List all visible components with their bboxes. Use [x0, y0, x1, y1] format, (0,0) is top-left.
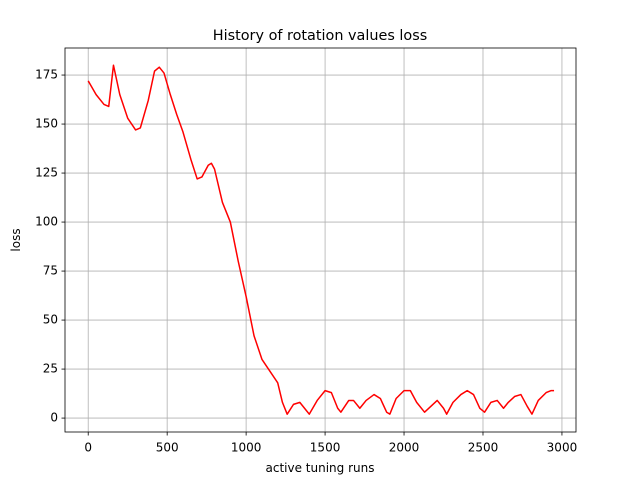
x-tick-label: 500 [156, 441, 179, 455]
y-tick-label: 50 [43, 313, 58, 327]
x-tick-label: 3000 [547, 441, 578, 455]
y-tick-label: 25 [43, 362, 58, 376]
plot-frame [64, 47, 577, 433]
y-tick-label: 75 [43, 264, 58, 278]
y-tick-label: 150 [35, 117, 58, 131]
y-tick-label: 100 [35, 215, 58, 229]
y-tick-label: 0 [50, 411, 58, 425]
y-tick-label: 125 [35, 166, 58, 180]
y-tick-label: 175 [35, 68, 58, 82]
x-tick-label: 2500 [468, 441, 499, 455]
y-axis-label: loss [9, 228, 23, 251]
x-tick-label: 2000 [389, 441, 420, 455]
chart-title: History of rotation values loss [213, 28, 427, 44]
x-axis-label: active tuning runs [266, 461, 375, 475]
x-tick-label: 1000 [231, 441, 262, 455]
x-tick-label: 0 [84, 441, 92, 455]
data-line [87, 64, 555, 415]
x-tick-label: 1500 [310, 441, 341, 455]
